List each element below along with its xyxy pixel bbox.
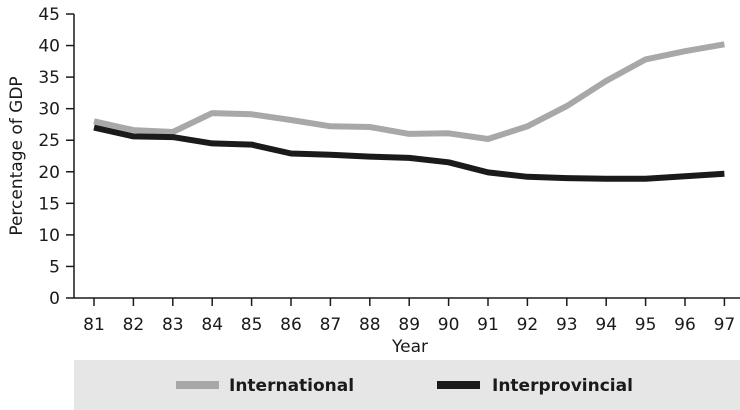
x-tick-label: 84 — [201, 315, 223, 335]
x-tick-label: 92 — [517, 315, 539, 335]
y-tick-label: 25 — [38, 131, 60, 151]
y-tick-label: 35 — [38, 68, 60, 88]
x-axis-title: Year — [391, 337, 428, 357]
y-tick-label: 30 — [38, 100, 60, 120]
x-tick-label: 93 — [556, 315, 578, 335]
y-tick-label: 0 — [49, 289, 60, 309]
x-tick-label: 94 — [595, 315, 617, 335]
x-tick-label: 83 — [162, 315, 184, 335]
y-tick-label: 45 — [38, 5, 60, 25]
x-axis-ticks: 81 82 83 84 85 86 87 88 89 90 91 92 93 94 95 96 97 — [83, 298, 735, 335]
x-tick-label: 82 — [123, 315, 145, 335]
legend-background — [74, 360, 740, 410]
y-tick-label: 40 — [38, 37, 60, 57]
x-tick-label: 87 — [320, 315, 342, 335]
x-tick-label: 91 — [477, 315, 499, 335]
series-line-international — [94, 44, 724, 139]
x-tick-label: 96 — [674, 315, 696, 335]
y-axis-title: Percentage of GDP — [7, 76, 27, 235]
x-tick-label: 86 — [280, 315, 302, 335]
x-tick-label: 81 — [83, 315, 105, 335]
x-tick-label: 97 — [714, 315, 736, 335]
x-tick-label: 89 — [398, 315, 420, 335]
x-tick-label: 90 — [438, 315, 460, 335]
x-tick-label: 95 — [635, 315, 657, 335]
y-axis-ticks: 0 5 10 15 20 25 30 35 40 45 — [38, 5, 74, 309]
legend-label-interprovincial: Interprovincial — [492, 376, 633, 396]
y-tick-label: 15 — [38, 194, 60, 214]
series-lines — [94, 44, 724, 178]
y-tick-label: 10 — [38, 226, 60, 246]
legend-label-international: International — [229, 376, 354, 396]
y-tick-label: 20 — [38, 163, 60, 183]
x-tick-label: 88 — [359, 315, 381, 335]
x-tick-label: 85 — [241, 315, 263, 335]
y-tick-label: 5 — [49, 257, 60, 277]
